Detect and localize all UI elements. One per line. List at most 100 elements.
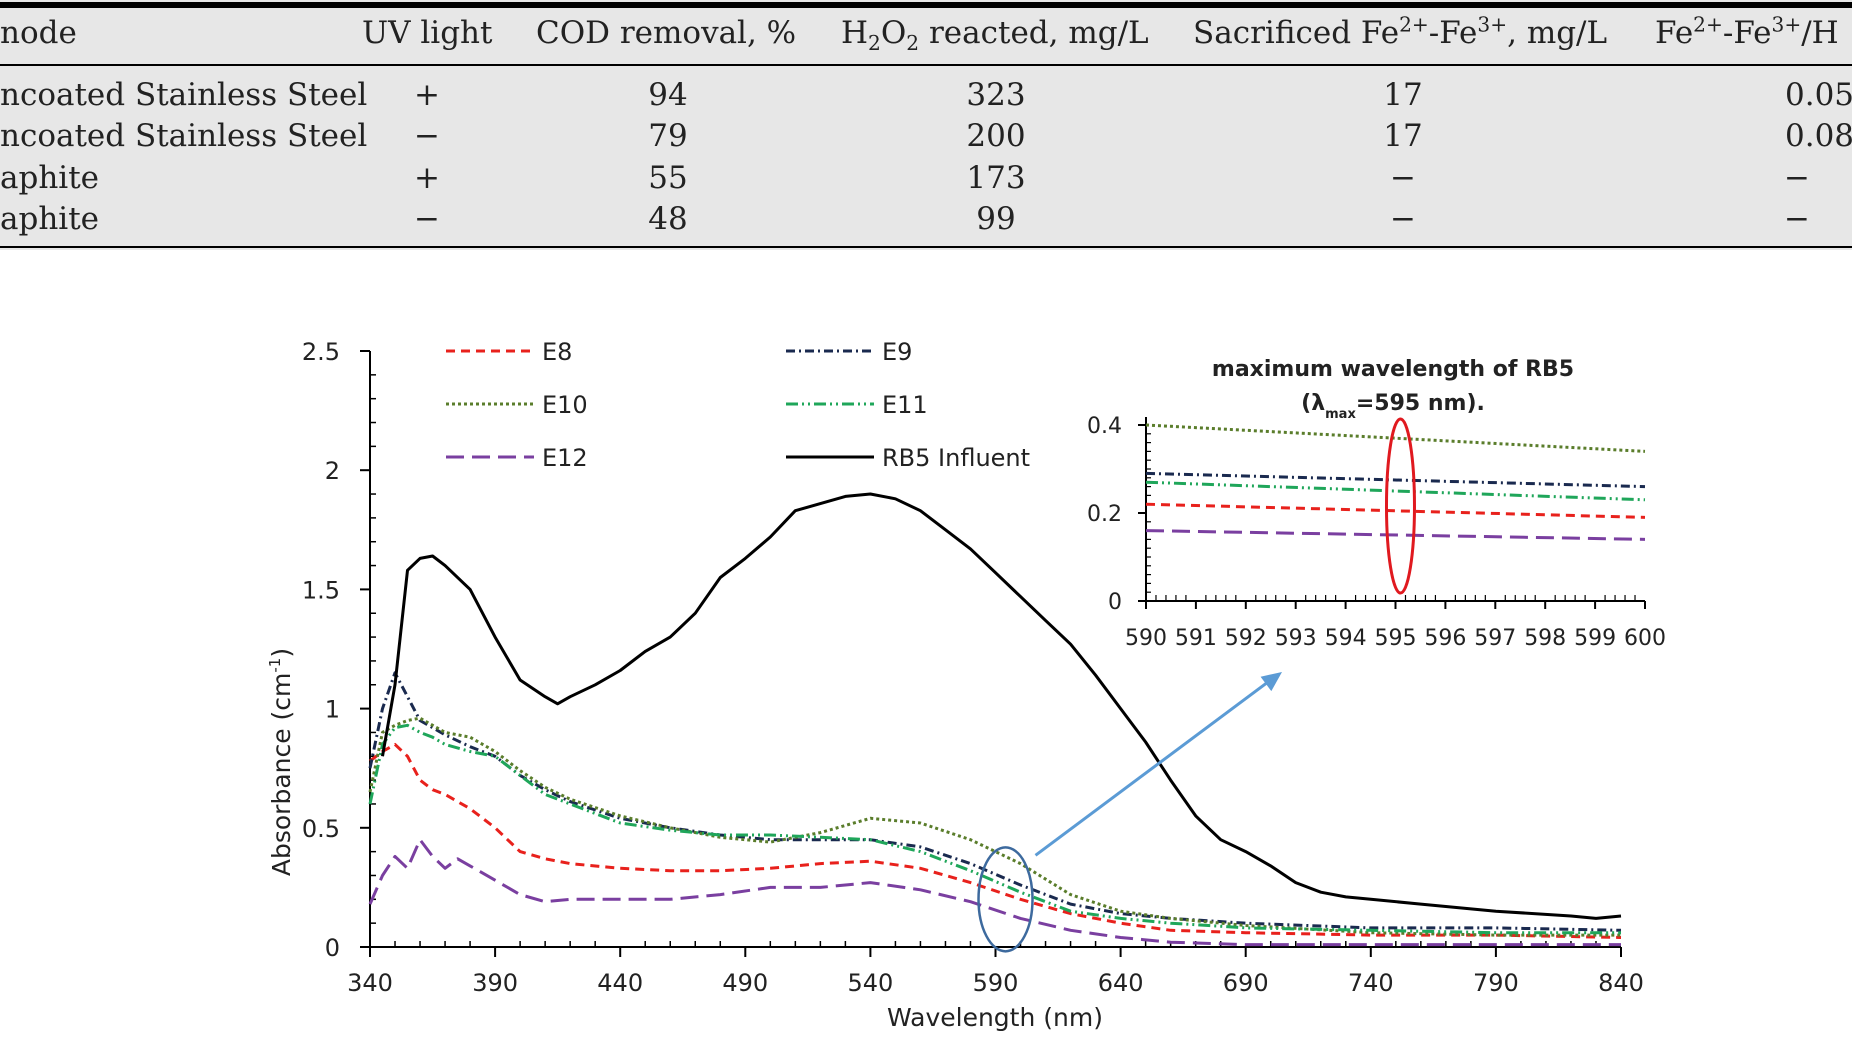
table-cell-ratio: 0.085 — [1785, 118, 1852, 154]
y-tick-label: 2.5 — [302, 338, 340, 366]
table-cell-uv: − — [414, 118, 440, 154]
header-h2o2-reacted: H2O2 reacted, mg/L — [841, 15, 1149, 56]
inset-x-tick-label: 597 — [1474, 626, 1516, 651]
highlight-ellipse — [977, 846, 1034, 953]
x-tick-label: 590 — [973, 969, 1019, 997]
main-plot: 0 0.5 1 1.5 2 2.5 340 390 440 490 540 590 640 690 740 7… — [266, 338, 1644, 1032]
table-cell-anode: ncoated Stainless Steel — [0, 77, 368, 113]
table-cell-uv: + — [414, 160, 440, 196]
x-tick-label: 540 — [847, 969, 893, 997]
table-bottom-rule — [0, 246, 1852, 248]
y-axis-label: Absorbance (cm-1) — [266, 648, 296, 876]
x-tick-label: 740 — [1348, 969, 1394, 997]
header-anode: node — [0, 15, 77, 51]
legend-item-e10: E10 — [446, 391, 588, 419]
legend-item-rb5-influent: RB5 Influent — [786, 444, 1030, 472]
inset-x-tick-label: 591 — [1175, 626, 1217, 651]
inset-highlight-ellipse — [1384, 417, 1416, 595]
legend-label: E9 — [882, 338, 912, 366]
table-cell-cod: 94 — [648, 77, 688, 113]
annotations — [977, 417, 1416, 953]
inset-x-tick-label: 596 — [1424, 626, 1466, 651]
y-tick-label: 0.5 — [302, 815, 340, 843]
legend-label: RB5 Influent — [882, 444, 1030, 472]
inset-series-line-e8 — [1145, 502, 1646, 519]
inset-series-group — [1145, 423, 1646, 541]
x-axis-label: Wavelength (nm) — [887, 1003, 1103, 1032]
x-tick-label: 640 — [1098, 969, 1144, 997]
series-line-e8 — [369, 742, 1622, 939]
table-cell-fe: − — [1390, 201, 1416, 237]
table-cell-fe: 17 — [1383, 118, 1423, 154]
legend-item-e11: E11 — [786, 391, 928, 419]
table-cell-cod: 48 — [648, 201, 688, 237]
y-tick-label: 1.5 — [302, 576, 340, 604]
inset-series-line-e9 — [1145, 471, 1646, 489]
inset-title: maximum wavelength of RB5 — [1212, 357, 1574, 382]
inset-x-tick-label: 594 — [1325, 626, 1367, 651]
callout-arrow — [1034, 674, 1277, 857]
inset-y-tick-label: 0 — [1108, 590, 1122, 615]
table-cell-cod: 55 — [648, 160, 688, 196]
inset-subtitle: (λmax=595 nm). — [1301, 391, 1485, 422]
callout-arrowhead — [1260, 672, 1282, 692]
main-series-group — [368, 492, 1622, 947]
x-tick-label: 390 — [472, 969, 518, 997]
x-tick-label: 690 — [1223, 969, 1269, 997]
series-line-e10 — [368, 716, 1621, 937]
legend-label: E12 — [542, 444, 588, 472]
x-tick-label: 440 — [597, 969, 643, 997]
x-tick-label: 490 — [722, 969, 768, 997]
legend-label: E11 — [882, 391, 928, 419]
table-cell-h2o2: 99 — [976, 201, 1016, 237]
table-cell-cod: 79 — [648, 118, 688, 154]
y-tick-label: 2 — [325, 457, 340, 485]
inset-x-tick-label: 599 — [1574, 626, 1616, 651]
table-cell-uv: − — [414, 201, 440, 237]
x-tick-label: 790 — [1473, 969, 1519, 997]
header-uv-light: UV light — [362, 15, 493, 51]
table-cell-anode: aphite — [0, 201, 100, 237]
inset-y-tick-label: 0.2 — [1087, 502, 1122, 527]
series-line-e12 — [368, 838, 1621, 947]
table-cell-uv: + — [414, 77, 440, 113]
y-tick-label: 1 — [325, 696, 340, 724]
header-iron-ratio: Fe2+-Fe3+/H — [1655, 12, 1839, 51]
inset-x-tick-label: 600 — [1624, 626, 1666, 651]
legend-item-e9: E9 — [786, 338, 912, 366]
header-cod-removal: COD removal, % — [536, 15, 797, 51]
header-sacrificed-iron: Sacrificed Fe2+-Fe3+, mg/L — [1193, 12, 1608, 51]
legend-label: E10 — [542, 391, 588, 419]
inset-y-tick-label: 0.4 — [1087, 414, 1122, 439]
x-tick-label: 840 — [1598, 969, 1644, 997]
legend-label: E8 — [542, 338, 572, 366]
table-cell-ratio: 0.053 — [1785, 77, 1852, 113]
legend-item-e8: E8 — [446, 338, 572, 366]
table-cell-ratio: − — [1784, 160, 1810, 196]
table-top-rule — [0, 2, 1852, 8]
table-cell-h2o2: 200 — [966, 118, 1026, 154]
table-cell-h2o2: 323 — [966, 77, 1026, 113]
table-header-rule — [0, 64, 1852, 66]
inset-x-tick-label: 593 — [1275, 626, 1317, 651]
table-cell-anode: ncoated Stainless Steel — [0, 118, 368, 154]
inset-x-tick-label: 598 — [1524, 626, 1566, 651]
table-cell-ratio: − — [1784, 201, 1810, 237]
inset-series-line-e10 — [1145, 423, 1646, 453]
inset-axes: 0 0.2 0.4 590 591 592 593 594 595 596 597 598 599 600 — [1087, 414, 1666, 651]
results-table: node UV light COD removal, % H2O2 reacte… — [0, 0, 1852, 250]
inset-x-tick-label: 590 — [1125, 626, 1167, 651]
table-cell-h2o2: 173 — [966, 160, 1026, 196]
absorbance-chart: 0 0.5 1 1.5 2 2.5 340 390 440 490 540 590 640 690 740 7… — [266, 338, 1666, 1032]
inset-x-tick-label: 595 — [1375, 626, 1417, 651]
x-tick-label: 340 — [347, 969, 393, 997]
main-axes: 0 0.5 1 1.5 2 2.5 340 390 440 490 540 590 640 690 740 7… — [302, 338, 1644, 997]
legend-item-e12: E12 — [446, 444, 588, 472]
legend: E8 E9 E10 E11 E12 RB5 Influent — [446, 338, 1030, 472]
series-line-rb5-influent — [381, 492, 1622, 920]
table-cell-anode: aphite — [0, 160, 100, 196]
inset-plot: maximum wavelength of RB5 (λmax=595 nm).… — [1087, 357, 1666, 651]
table-cell-fe: − — [1390, 160, 1416, 196]
table-cell-fe: 17 — [1383, 77, 1423, 113]
inset-x-tick-label: 592 — [1225, 626, 1267, 651]
